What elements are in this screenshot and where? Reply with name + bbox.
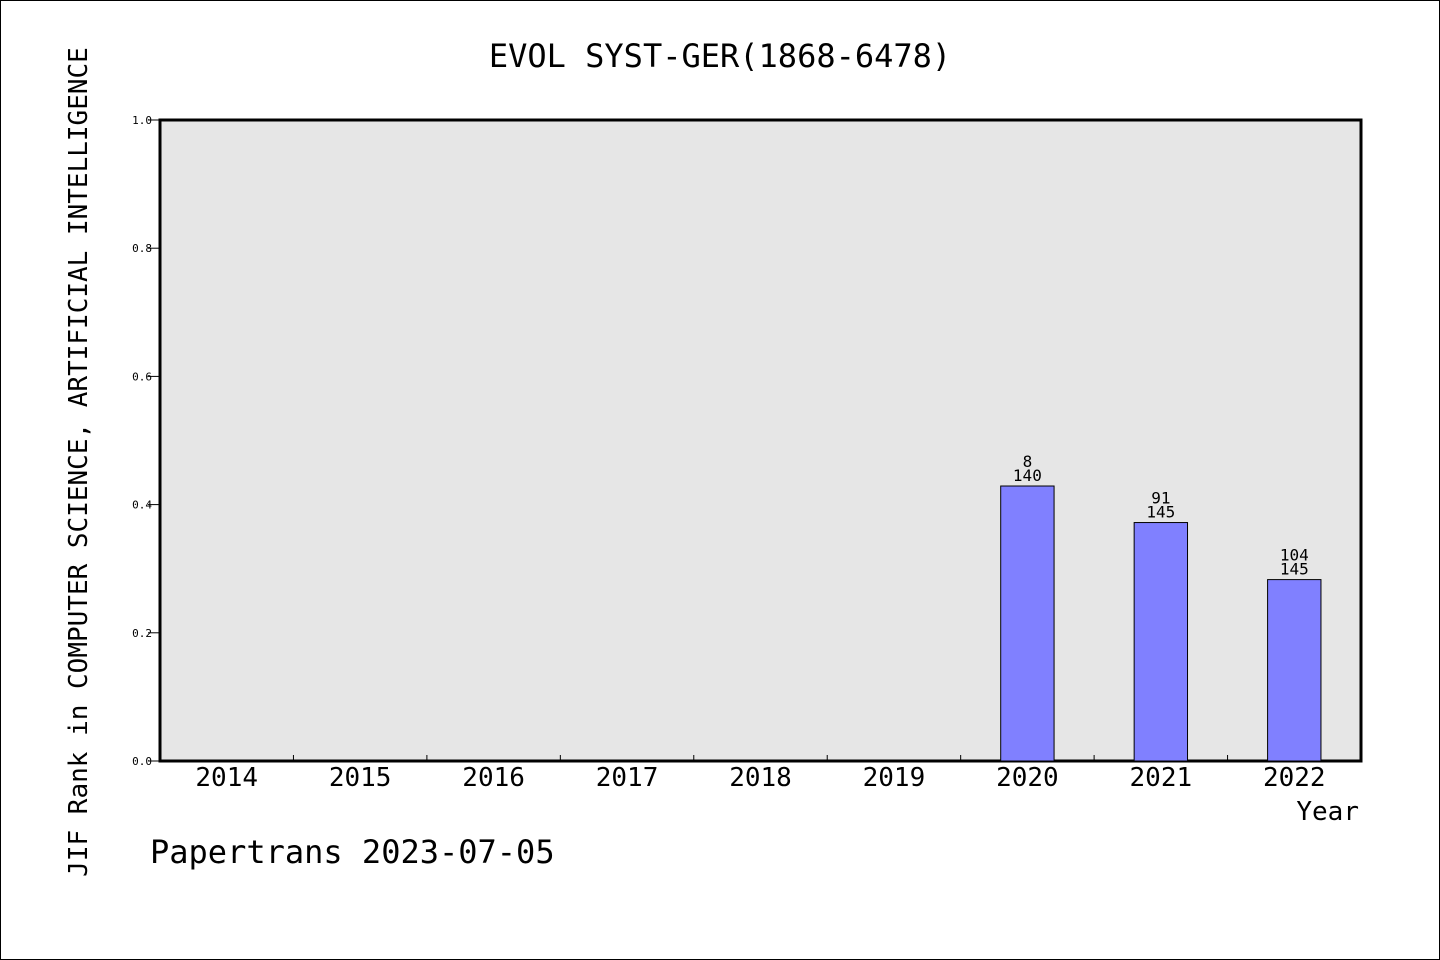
x-tick-label: 2015 — [329, 763, 392, 793]
bar-label-rank: 104 — [1280, 546, 1309, 565]
bar-label-total: 145 — [1146, 503, 1175, 522]
x-axis: 2014 2015 2016 2017 2018 2019 2020 2021 2022 — [195, 755, 1326, 793]
y-tick-label: 0.4 — [132, 499, 152, 512]
bar — [1133, 522, 1189, 762]
bar-label-rank: 8 — [1023, 452, 1033, 471]
chart-title: EVOL SYST-GER(1868-6478) — [489, 37, 951, 75]
y-tick-label: 0.2 — [132, 627, 152, 640]
footer-text: Papertrans 2023-07-05 — [150, 833, 555, 871]
x-tick-label: 2020 — [996, 763, 1059, 793]
y-axis: 0.0 0.2 0.4 0.6 0.8 1.0 — [132, 114, 160, 768]
x-tick-label: 2022 — [1263, 763, 1326, 793]
x-tick-label: 2018 — [729, 763, 792, 793]
x-tick-label: 2019 — [863, 763, 926, 793]
bars — [1000, 485, 1322, 762]
x-tick-label: 2021 — [1130, 763, 1193, 793]
y-axis-label: JIF Rank in COMPUTER SCIENCE, ARTIFICIAL… — [64, 47, 94, 877]
bar — [1000, 485, 1055, 762]
y-tick-label: 1.0 — [132, 114, 152, 127]
bar-label-total: 145 — [1280, 560, 1309, 579]
y-tick-label: 0.6 — [132, 370, 152, 383]
bar — [1267, 579, 1322, 762]
x-tick-label: 2014 — [195, 763, 258, 793]
x-tick-label: 2016 — [462, 763, 525, 793]
x-tick-label: 2017 — [596, 763, 659, 793]
x-axis-label: Year — [1296, 797, 1359, 827]
y-tick-label: 0.8 — [132, 242, 152, 255]
bar-label-rank: 91 — [1151, 489, 1170, 508]
y-tick-label: 0.0 — [132, 755, 152, 768]
bar-label-total: 140 — [1013, 466, 1042, 485]
